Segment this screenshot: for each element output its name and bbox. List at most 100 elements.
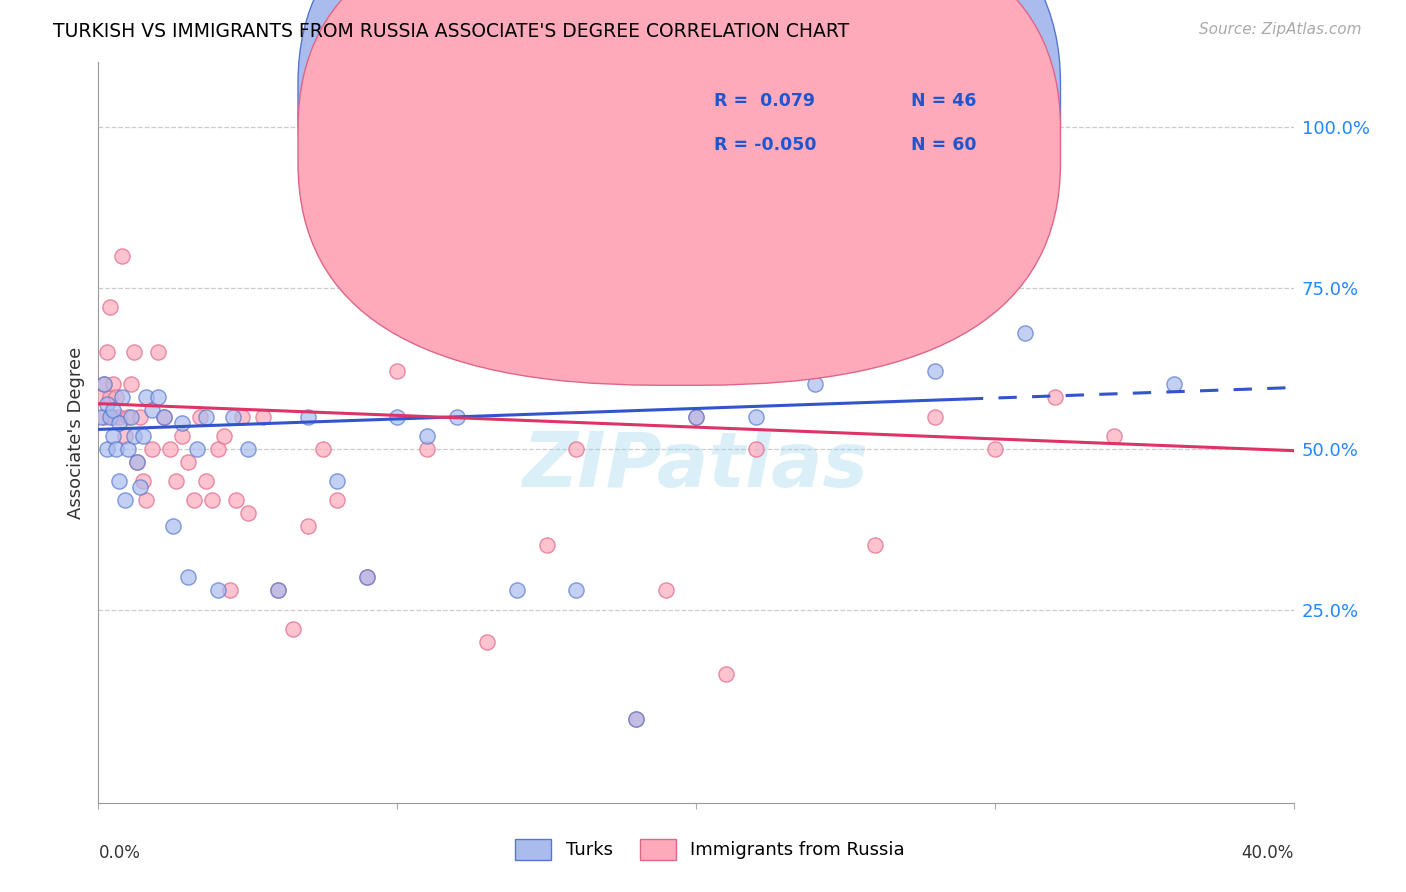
Point — [416, 429, 439, 443]
FancyBboxPatch shape — [298, 0, 1060, 385]
Point — [225, 493, 247, 508]
Point — [153, 409, 176, 424]
Y-axis label: Associate's Degree: Associate's Degree — [66, 346, 84, 519]
Text: ZIPatlas: ZIPatlas — [523, 429, 869, 503]
Point — [105, 442, 128, 456]
Point — [984, 442, 1007, 456]
Point — [132, 429, 155, 443]
Text: TURKISH VS IMMIGRANTS FROM RUSSIA ASSOCIATE'S DEGREE CORRELATION CHART: TURKISH VS IMMIGRANTS FROM RUSSIA ASSOCI… — [53, 22, 849, 41]
Point — [108, 474, 131, 488]
Point — [103, 403, 125, 417]
Point — [165, 474, 187, 488]
Point — [1014, 326, 1036, 340]
Point — [98, 300, 122, 314]
Text: Source: ZipAtlas.com: Source: ZipAtlas.com — [1198, 22, 1361, 37]
Point — [745, 442, 768, 456]
Point — [108, 409, 131, 424]
Text: R = -0.050: R = -0.050 — [714, 136, 817, 154]
Text: N = 60: N = 60 — [911, 136, 977, 154]
Point — [90, 390, 112, 404]
Point — [98, 390, 122, 404]
Point — [117, 409, 139, 424]
Point — [96, 397, 118, 411]
Point — [120, 377, 142, 392]
Point — [132, 474, 155, 488]
Point — [207, 442, 229, 456]
Point — [207, 583, 229, 598]
Point — [714, 667, 737, 681]
Point — [141, 442, 163, 456]
Point — [281, 622, 304, 636]
Text: 40.0%: 40.0% — [1241, 844, 1294, 862]
Point — [326, 493, 349, 508]
FancyBboxPatch shape — [643, 78, 1007, 168]
Point — [685, 409, 707, 424]
Point — [311, 442, 333, 456]
Point — [93, 409, 115, 424]
Point — [685, 409, 707, 424]
Point — [105, 390, 128, 404]
Point — [153, 409, 176, 424]
Point — [195, 409, 218, 424]
Point — [356, 570, 378, 584]
Point — [90, 409, 112, 424]
Text: N = 46: N = 46 — [911, 92, 976, 110]
Point — [446, 409, 468, 424]
Point — [219, 583, 242, 598]
Point — [1043, 390, 1066, 404]
Point — [111, 249, 134, 263]
Point — [186, 442, 208, 456]
Point — [212, 429, 235, 443]
Point — [129, 409, 152, 424]
Point — [135, 390, 157, 404]
Point — [129, 480, 152, 494]
Point — [416, 442, 439, 456]
Point — [804, 345, 827, 359]
Point — [195, 474, 218, 488]
Point — [565, 583, 588, 598]
Point — [267, 583, 290, 598]
Point — [356, 570, 378, 584]
Point — [127, 454, 149, 468]
Point — [120, 409, 142, 424]
Point — [475, 635, 498, 649]
Point — [177, 454, 200, 468]
Point — [111, 390, 134, 404]
Point — [297, 519, 319, 533]
Point — [127, 454, 149, 468]
Point — [98, 409, 122, 424]
Point — [804, 377, 827, 392]
Point — [124, 429, 146, 443]
Point — [267, 583, 290, 598]
Point — [446, 345, 468, 359]
Point — [326, 474, 349, 488]
Point — [865, 538, 887, 552]
Point — [114, 429, 136, 443]
Point — [297, 409, 319, 424]
Point — [172, 416, 194, 430]
Point — [188, 409, 211, 424]
Point — [1163, 377, 1185, 392]
Point — [177, 570, 200, 584]
Point — [1104, 429, 1126, 443]
Point — [93, 377, 115, 392]
Point — [162, 519, 184, 533]
Legend: Turks, Immigrants from Russia: Turks, Immigrants from Russia — [508, 831, 912, 867]
Point — [626, 712, 648, 726]
Point — [148, 390, 170, 404]
Point — [159, 442, 181, 456]
Point — [103, 377, 125, 392]
Point — [924, 409, 946, 424]
Point — [96, 442, 118, 456]
Point — [172, 429, 194, 443]
Point — [93, 377, 115, 392]
Point — [385, 409, 409, 424]
Point — [96, 345, 118, 359]
Text: R =  0.079: R = 0.079 — [714, 92, 815, 110]
Point — [135, 493, 157, 508]
Point — [103, 429, 125, 443]
Point — [924, 364, 946, 378]
Point — [117, 442, 139, 456]
FancyBboxPatch shape — [298, 0, 1060, 341]
Point — [231, 409, 253, 424]
